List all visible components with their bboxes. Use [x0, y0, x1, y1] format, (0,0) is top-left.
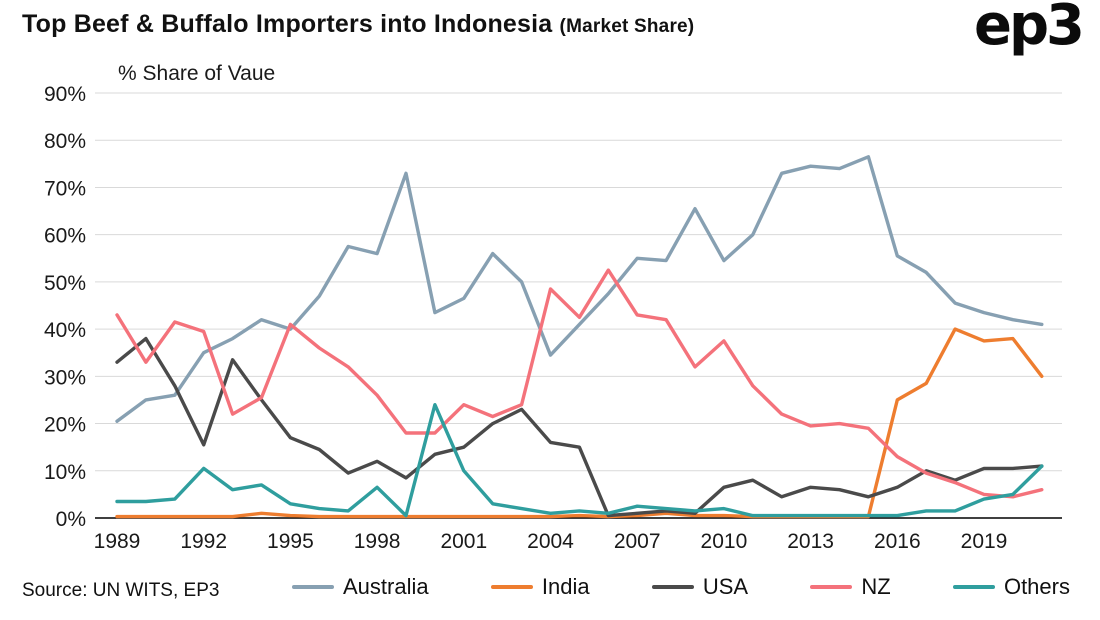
y-tick-label: 70% — [44, 177, 86, 200]
legend-label-australia: Australia — [343, 574, 429, 599]
legend-swatch-usa — [651, 585, 694, 589]
legend-swatch-others — [952, 585, 995, 589]
legend-item-others: Others — [952, 574, 1070, 600]
legend-item-australia: Australia — [292, 574, 429, 600]
y-tick-label: 0% — [56, 508, 86, 531]
y-tick-label: 80% — [44, 130, 86, 153]
line-chart: 0% 10% 20% 30% 40% 50% 60% 70% 80% 90% 1989 1992 199… — [44, 85, 1062, 553]
x-tick-label: 1989 — [94, 530, 141, 553]
x-tick-label: 1998 — [354, 530, 401, 553]
x-tick-label: 2001 — [440, 530, 487, 553]
chart-legend: Australia India USA NZ Others — [292, 574, 1070, 600]
series-line-india — [115, 327, 1044, 519]
y-axis-title: % Share of Vaue — [118, 62, 276, 85]
legend-swatch-australia — [292, 585, 334, 589]
x-tick-label: 2013 — [787, 530, 834, 553]
legend-item-usa: USA — [651, 574, 749, 600]
legend-label-nz: NZ — [861, 574, 891, 599]
y-tick-label: 30% — [44, 366, 86, 389]
x-tick-label: 2010 — [701, 530, 748, 553]
x-tick-label: 2016 — [874, 530, 921, 553]
source-note: Source: UN WITS, EP3 — [22, 580, 220, 601]
x-tick-label: 1995 — [267, 530, 314, 553]
legend-item-nz: NZ — [810, 574, 891, 600]
legend-label-usa: USA — [702, 574, 749, 599]
x-tick-label: 2007 — [614, 530, 661, 553]
title-row: Top Beef & Buffalo Importers into Indone… — [22, 10, 694, 39]
legend-label-others: Others — [1003, 574, 1070, 599]
series-line-nz — [115, 268, 1044, 499]
x-tick-label: 2019 — [961, 530, 1008, 553]
chart-title-suffix: (Market Share) — [559, 16, 695, 37]
y-tick-label: 50% — [44, 272, 86, 295]
ep3-logo: ep3 — [973, 0, 1085, 58]
series-line-australia — [115, 155, 1044, 423]
chart-title: Top Beef & Buffalo Importers into Indone… — [22, 10, 694, 39]
legend-item-india: India — [490, 574, 590, 600]
y-tick-label: 90% — [44, 85, 86, 106]
y-tick-label: 40% — [44, 319, 86, 342]
series-line-others — [115, 403, 1044, 518]
x-tick-label: 2004 — [527, 530, 574, 553]
y-tick-label: 60% — [44, 225, 86, 248]
chart-title-main: Top Beef & Buffalo Importers into Indone… — [22, 10, 553, 38]
series-line-usa — [115, 336, 1044, 518]
y-tick-label: 20% — [44, 414, 86, 437]
legend-swatch-nz — [810, 585, 853, 589]
y-tick-label: 10% — [44, 461, 86, 484]
x-tick-label: 1992 — [180, 530, 227, 553]
legend-swatch-india — [490, 585, 533, 589]
legend-label-india: India — [541, 574, 590, 599]
